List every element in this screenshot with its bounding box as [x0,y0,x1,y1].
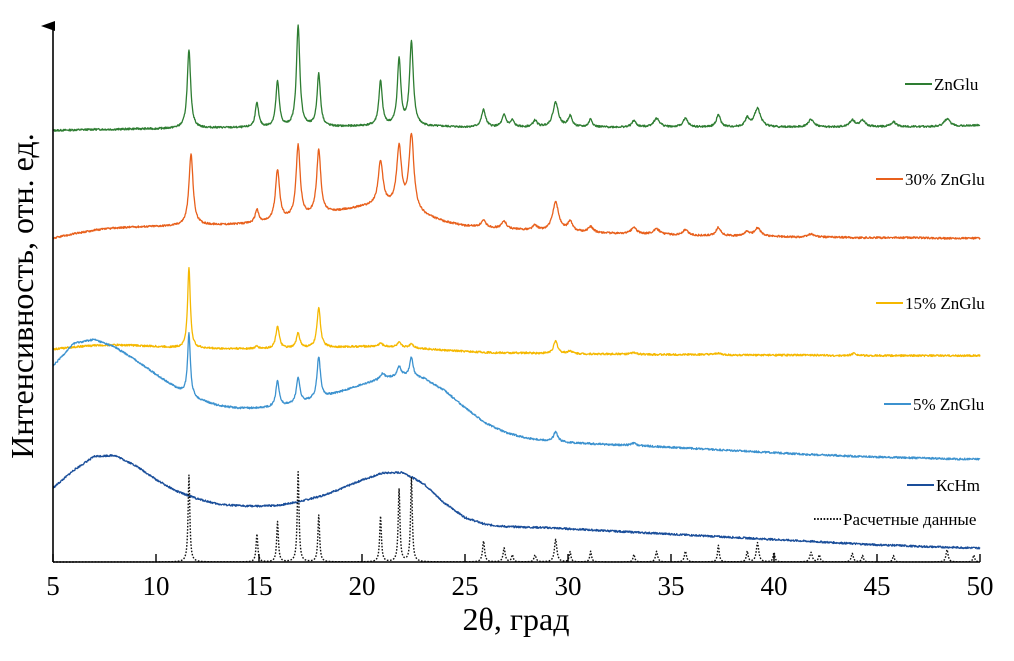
x-tick-label: 20 [349,571,376,601]
axes: 5 10 15 20 25 30 35 40 45 50 2θ, град Интенсивнос… [4,21,994,637]
series-line-5-znglu [52,332,981,461]
series-line-znglu [52,24,981,132]
legend-item-кснm: КсНm [907,476,980,495]
x-tick-label: 30 [555,571,582,601]
legend-label: 30% ZnGlu [905,170,985,189]
x-tick-label: 40 [761,571,788,601]
x-tick-label: 50 [967,571,994,601]
x-tick-label: 10 [143,571,170,601]
legend-item-5-znglu: 5% ZnGlu [884,395,985,414]
series-line-15-znglu [52,266,981,358]
legend-item-znglu: ZnGlu [905,75,979,94]
legend-label: Расчетные данные [843,510,976,529]
legend-item-15-znglu: 15% ZnGlu [876,294,985,313]
series-line-расчетные-данные [52,470,981,563]
x-tick-label: 15 [246,571,273,601]
x-tick-label: 35 [658,571,685,601]
legend-label: КсНm [936,476,980,495]
x-tick-label: 5 [46,571,60,601]
legend-label: ZnGlu [934,75,979,94]
series-line-30-znglu [52,132,981,240]
x-tick-label: 25 [452,571,479,601]
x-ticks: 5 10 15 20 25 30 35 40 45 50 [46,554,994,601]
x-axis-title: 2θ, град [463,601,570,637]
series-line-кснm [52,454,981,550]
legend-item-расчетные-данные: Расчетные данные [814,510,976,529]
legend-label: 15% ZnGlu [905,294,985,313]
y-axis-title: Интенсивность, отн. ед. [4,133,40,458]
legend-label: 5% ZnGlu [913,395,985,414]
series-layer [52,24,981,563]
legend: ZnGlu 30% ZnGlu 15% ZnGlu 5% ZnGlu КсНm Расче… [814,75,985,529]
x-tick-label: 45 [864,571,891,601]
legend-item-30-znglu: 30% ZnGlu [876,170,985,189]
